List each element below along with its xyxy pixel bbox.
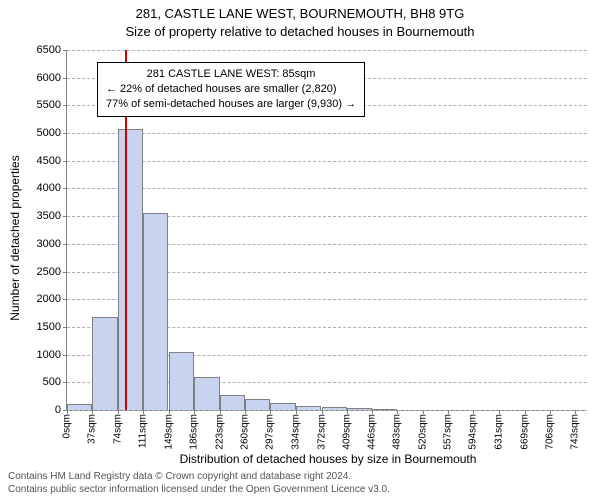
xtick-label: 483sqm [392, 414, 403, 450]
gridline-h [67, 188, 587, 189]
histogram-bar [220, 395, 245, 411]
histogram-bar [372, 409, 397, 410]
gridline-h [67, 133, 587, 134]
histogram-bar [118, 129, 143, 410]
ytick-mark [63, 272, 67, 273]
y-axis-label-wrap: Number of detached properties [6, 50, 24, 425]
ytick-label: 1500 [37, 321, 61, 333]
xtick-label: 631sqm [493, 414, 504, 450]
xtick-label: 594sqm [468, 414, 479, 450]
xtick-label: 557sqm [443, 414, 454, 450]
xtick-label: 149sqm [163, 414, 174, 450]
ytick-label: 3500 [37, 210, 61, 222]
ytick-label: 500 [43, 376, 61, 388]
ytick-label: 0 [55, 404, 61, 416]
histogram-bar [67, 404, 92, 410]
histogram-bar [270, 403, 295, 410]
histogram-bar [245, 399, 270, 410]
histogram-bar [143, 213, 168, 410]
xtick-label: 706sqm [545, 414, 556, 450]
annotation-box: 281 CASTLE LANE WEST: 85sqm ← 22% of det… [97, 62, 365, 117]
ytick-label: 5500 [37, 99, 61, 111]
ytick-mark [63, 188, 67, 189]
xtick-label: 446sqm [367, 414, 378, 450]
ytick-mark [63, 105, 67, 106]
ytick-mark [63, 299, 67, 300]
xtick-label: 520sqm [417, 414, 428, 450]
xtick-label: 260sqm [239, 414, 250, 450]
xtick-label: 111sqm [137, 414, 148, 448]
annotation-line3: 77% of semi-detached houses are larger (… [106, 97, 356, 112]
xtick-label: 297sqm [265, 414, 276, 450]
ytick-label: 3000 [37, 238, 61, 250]
ytick-mark [63, 133, 67, 134]
ytick-label: 6000 [37, 72, 61, 84]
xtick-label: 669sqm [519, 414, 530, 450]
chart-title-line2: Size of property relative to detached ho… [0, 24, 600, 39]
xtick-label: 372sqm [316, 414, 327, 450]
xtick-label: 37sqm [87, 414, 98, 444]
xtick-label: 223sqm [214, 414, 225, 450]
ytick-label: 4500 [37, 155, 61, 167]
xtick-label: 186sqm [189, 414, 200, 450]
xtick-label: 74sqm [112, 414, 123, 444]
y-axis-label: Number of detached properties [8, 155, 22, 320]
xtick-label: 409sqm [341, 414, 352, 450]
xtick-label: 743sqm [570, 414, 581, 450]
ytick-mark [63, 50, 67, 51]
annotation-line1: 281 CASTLE LANE WEST: 85sqm [106, 67, 356, 82]
histogram-bar [194, 377, 219, 410]
gridline-h [67, 161, 587, 162]
histogram-bar [322, 407, 347, 410]
chart-container: { "chart": { "type": "histogram", "plot"… [0, 0, 600, 500]
ytick-mark [63, 355, 67, 356]
annotation-line2: ← 22% of detached houses are smaller (2,… [106, 82, 356, 97]
ytick-mark [63, 244, 67, 245]
ytick-label: 4000 [37, 182, 61, 194]
ytick-label: 2500 [37, 266, 61, 278]
histogram-bar [169, 352, 194, 410]
footer-line2: Contains public sector information licen… [8, 484, 390, 497]
plot-area: 281 CASTLE LANE WEST: 85sqm ← 22% of det… [66, 50, 587, 411]
ytick-label: 5000 [37, 127, 61, 139]
histogram-bar [92, 317, 117, 410]
ytick-label: 2000 [37, 293, 61, 305]
histogram-bar [347, 408, 372, 410]
xtick-label: 334sqm [290, 414, 301, 450]
ytick-mark [63, 327, 67, 328]
footer-attribution: Contains HM Land Registry data © Crown c… [8, 471, 390, 496]
ytick-mark [63, 161, 67, 162]
xtick-label: 0sqm [62, 414, 73, 438]
chart-title-line1: 281, CASTLE LANE WEST, BOURNEMOUTH, BH8 … [0, 6, 600, 21]
gridline-h [67, 410, 587, 411]
ytick-label: 6500 [37, 44, 61, 56]
histogram-bar [296, 406, 321, 410]
ytick-mark [63, 382, 67, 383]
ytick-label: 1000 [37, 349, 61, 361]
ytick-mark [63, 78, 67, 79]
gridline-h [67, 50, 587, 51]
x-axis-label: Distribution of detached houses by size … [66, 452, 590, 466]
ytick-mark [63, 216, 67, 217]
footer-line1: Contains HM Land Registry data © Crown c… [8, 471, 390, 484]
